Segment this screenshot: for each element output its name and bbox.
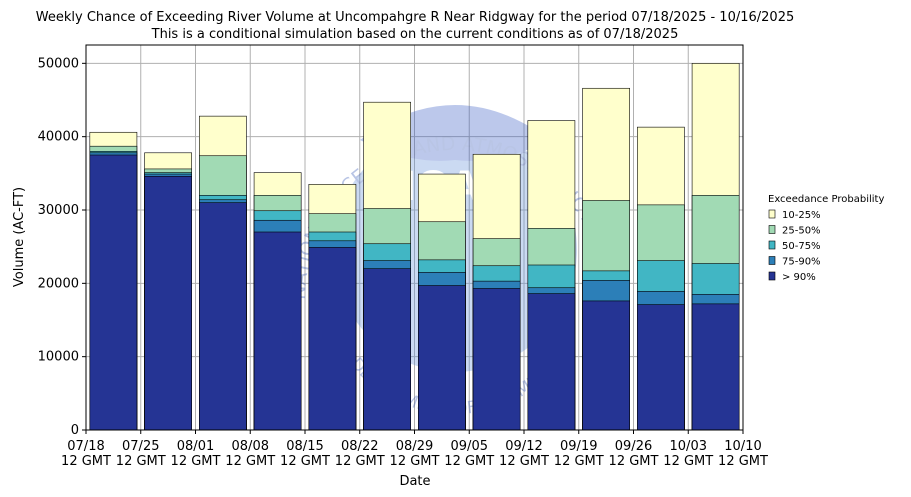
x-tick-label-date: 09/12 [505,439,542,454]
x-tick-label-date: 07/25 [122,439,159,454]
y-axis-ticks: 0 10000 20000 30000 40000 50000 [38,56,86,438]
chart-subtitle: This is a conditional simulation based o… [151,27,679,42]
x-tick-label-time: 12 GMT [499,454,549,469]
bar-segment [418,285,466,431]
x-tick-label-date: 08/15 [286,439,323,454]
bar-segment [472,288,521,431]
legend-label: 25-50% [782,226,821,237]
stacked-bars [89,63,740,431]
x-axis-label: Date [399,474,430,489]
x-tick-label-date: 07/18 [67,439,104,454]
bar-segment [308,247,357,431]
legend-title: Exceedance Probability [768,194,884,205]
x-tick-label-time: 12 GMT [718,454,768,469]
y-tick-label: 0 [71,423,79,438]
x-tick-label-time: 12 GMT [61,454,111,469]
y-tick-label: 30000 [38,203,79,218]
bar-segment [527,293,576,431]
bar-segment [199,202,247,431]
y-axis-label: Volume (AC-FT) [12,187,27,287]
x-tick-label-date: 09/19 [560,439,597,454]
legend-swatch [768,240,776,250]
y-tick-label: 20000 [38,276,79,291]
bar-segment [691,303,740,431]
bar-segment [144,175,192,431]
bar-segment [89,154,138,431]
x-tick-label-time: 12 GMT [280,454,330,469]
legend-label: 50-75% [782,241,821,252]
x-tick-label-time: 12 GMT [171,454,221,469]
bar-segment [637,304,685,431]
y-tick-label: 10000 [38,350,79,365]
legend: Exceedance Probability 10-25% 25-50% 50-75… [768,194,884,283]
legend-swatch [768,271,776,281]
x-tick-label-time: 12 GMT [663,454,713,469]
legend-swatch [768,225,776,234]
x-tick-label-time: 12 GMT [390,454,440,469]
x-tick-label-time: 12 GMT [444,454,494,469]
y-tick-label: 50000 [38,56,79,71]
x-tick-label-date: 08/22 [341,439,378,454]
y-tick-label: 40000 [38,130,79,145]
x-tick-label-date: 08/29 [396,439,433,454]
x-tick-label-date: 08/08 [232,439,269,454]
bar-segment [582,300,630,431]
x-tick-label-time: 12 GMT [225,454,275,469]
grid-lines [85,45,744,431]
x-tick-label-date: 09/05 [451,439,488,454]
x-tick-label-time: 12 GMT [609,454,659,469]
x-tick-label-time: 12 GMT [554,454,604,469]
x-tick-label-date: 10/10 [724,439,761,454]
bar-segment [363,268,411,431]
legend-label: 10-25% [782,210,821,221]
x-tick-label-date: 08/01 [177,439,214,454]
legend-swatch [768,256,776,265]
x-tick-label-time: 12 GMT [335,454,385,469]
x-tick-label-time: 12 GMT [116,454,166,469]
x-tick-label-date: 10/03 [670,439,707,454]
chart-title: Weekly Chance of Exceeding River Volume … [36,10,794,25]
bar-segment [253,231,302,431]
legend-swatch [768,209,776,219]
legend-label: 75-90% [782,257,821,268]
x-tick-label-date: 09/26 [615,439,652,454]
legend-label: > 90% [782,272,816,283]
